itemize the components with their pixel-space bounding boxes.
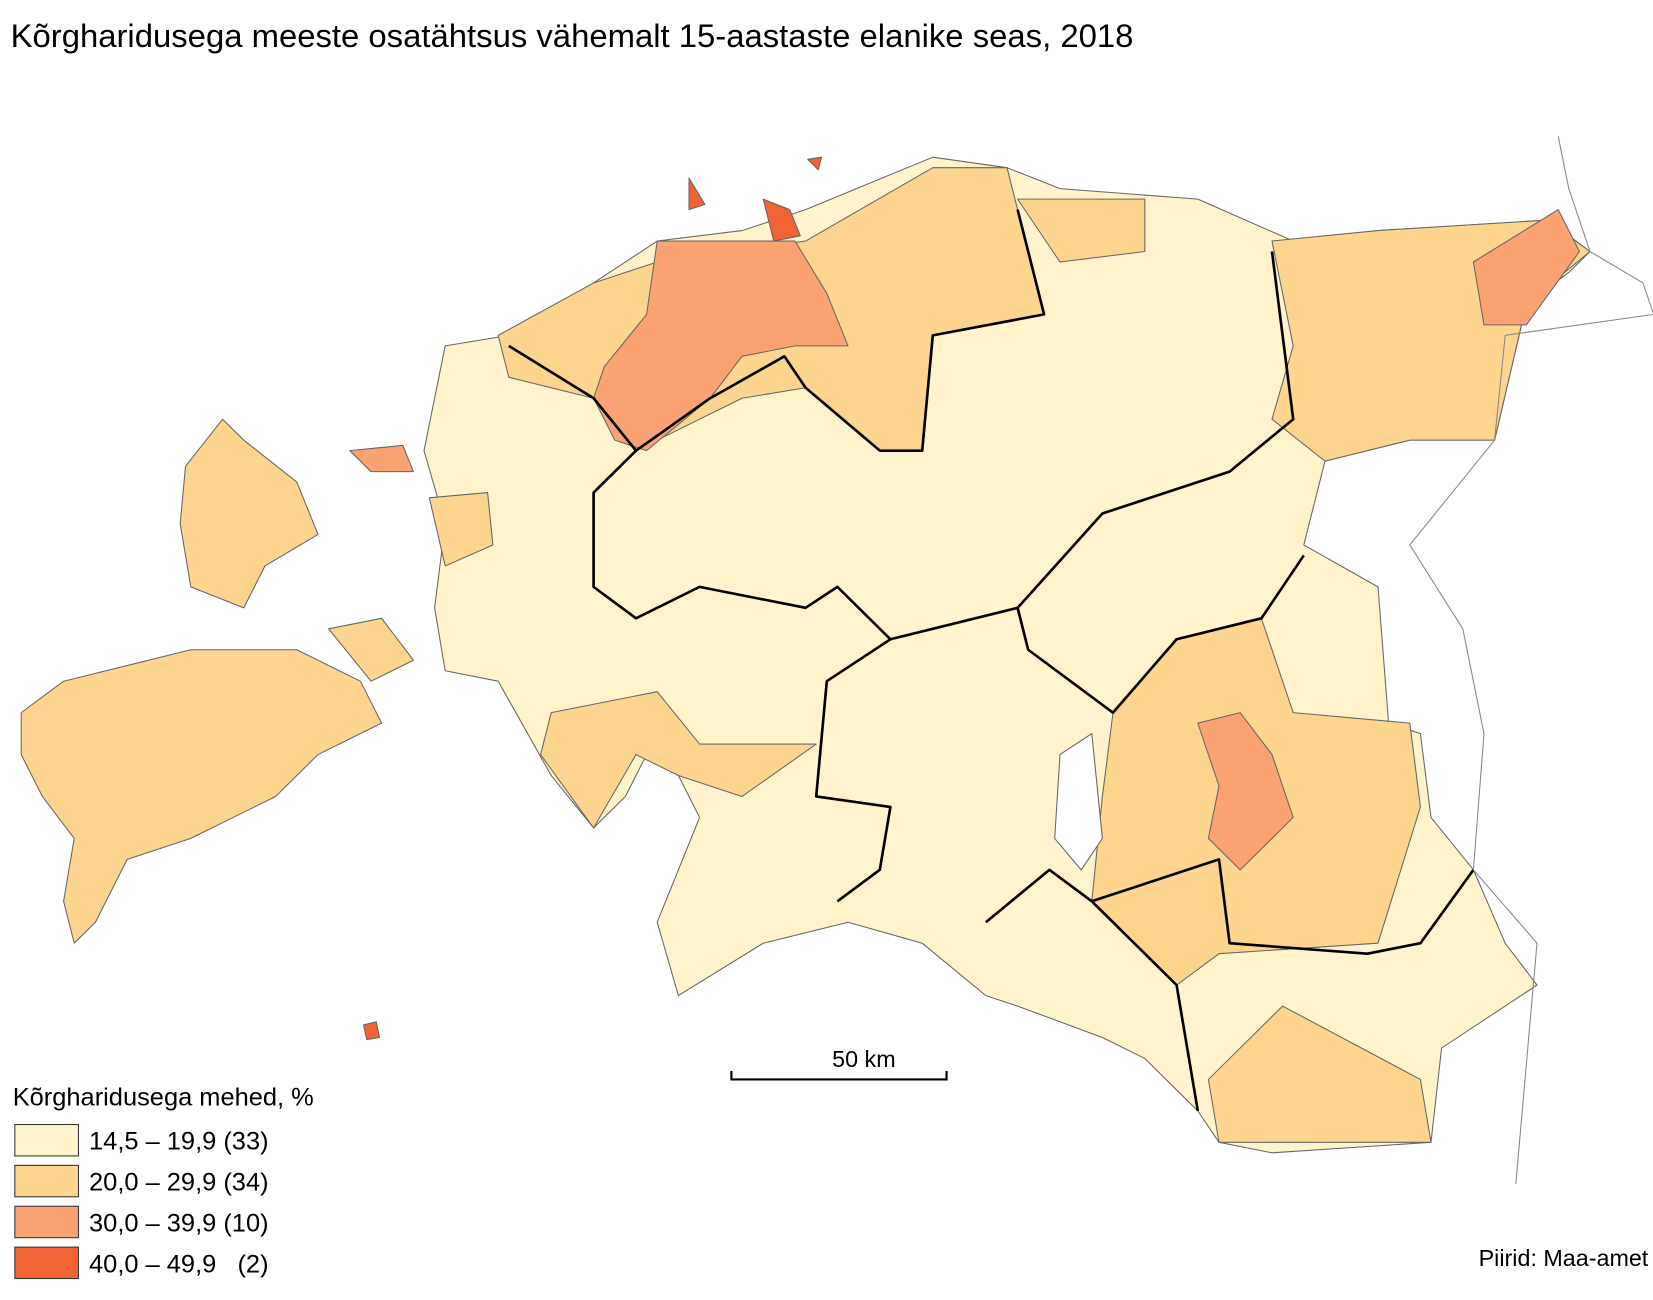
region xyxy=(762,198,801,242)
legend-swatch xyxy=(14,1164,79,1198)
region xyxy=(1017,198,1146,263)
region xyxy=(1207,1005,1432,1143)
legend-label: 30,0 – 39,9 (10) xyxy=(89,1210,269,1238)
county-border xyxy=(592,251,1295,641)
island xyxy=(20,649,383,944)
legend-swatch xyxy=(14,1205,79,1239)
region xyxy=(540,691,817,829)
island xyxy=(349,444,414,473)
county-border xyxy=(814,638,892,903)
region xyxy=(1472,209,1580,326)
island xyxy=(688,177,706,211)
island xyxy=(179,418,319,609)
legend-swatch xyxy=(14,1246,79,1280)
island xyxy=(328,617,414,682)
legend-label: 40,0 – 49,9 (2) xyxy=(89,1250,269,1278)
island xyxy=(428,492,494,567)
region xyxy=(593,240,849,452)
state-border xyxy=(1409,136,1653,1185)
map-title: Kõrgharidusega meeste osatähtsus vähemal… xyxy=(11,17,1134,54)
county-border xyxy=(508,209,1046,452)
source-note: Piirid: Maa-amet xyxy=(1479,1245,1649,1271)
island xyxy=(807,156,823,171)
scale-line xyxy=(730,1071,948,1081)
legend-label: 14,5 – 19,9 (33) xyxy=(89,1128,269,1156)
island xyxy=(363,1021,381,1041)
scale-label: 50 km xyxy=(832,1046,895,1072)
lake xyxy=(1054,732,1103,871)
map-root: Kõrgharidusega meeste osatähtsus vähemal… xyxy=(11,17,1653,1280)
legend-swatch xyxy=(14,1123,79,1157)
county-borders xyxy=(508,209,1475,1112)
county-border xyxy=(1091,858,1475,955)
region xyxy=(1197,712,1294,871)
regions xyxy=(20,156,1591,1154)
scale-bar: 50 km xyxy=(730,1046,948,1081)
county-border xyxy=(984,868,1200,1112)
county-border xyxy=(1016,554,1305,714)
legend-label: 20,0 – 29,9 (34) xyxy=(89,1169,269,1197)
legend-title: Kõrgharidusega mehed, % xyxy=(13,1084,314,1112)
legend: Kõrgharidusega mehed, % 14,5 – 19,9 (33)… xyxy=(13,1084,314,1280)
